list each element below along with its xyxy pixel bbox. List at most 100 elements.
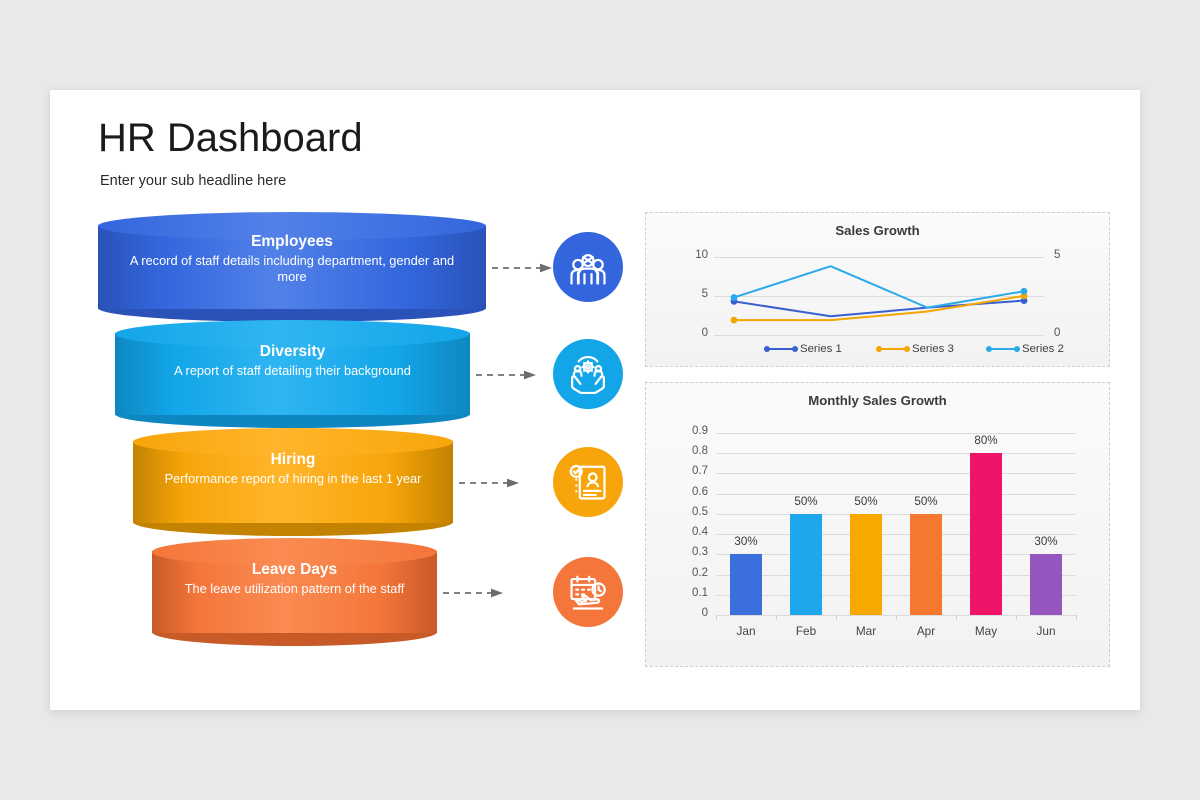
bar-chart-gridline [716,473,1076,475]
line-chart-y-tick-label: 5 [701,287,708,300]
bar-chart-y-tick-label: 0.3 [692,546,708,559]
bar-data-label: 80% [974,434,998,448]
funnel-segment-top-ellipse [133,428,453,456]
bar-feb[interactable] [790,513,822,615]
funnel-diagram: Employees A record of staff details inclu… [50,90,623,710]
bar-data-label: 50% [794,494,818,508]
bar-chart-gridline [716,594,1076,596]
bar-chart-gridline [716,433,1076,434]
line-series-marker [1020,287,1028,295]
bar-chart-y-tick-label: 0.5 [692,505,708,518]
bar-chart-x-tick [776,615,777,620]
legend-dot [876,346,882,352]
bar-chart-x-tick [956,615,957,620]
calendar-travel-icon [568,572,608,612]
bar-chart-x-tick [1076,615,1077,620]
bar-data-label: 30% [1034,535,1058,549]
bar-chart-gridline [716,574,1076,576]
bar-chart-gridline [716,534,1076,536]
line-series-marker [1020,297,1028,304]
line-chart-panel: Sales Growth 0 5 10 0 5 Series 1 Series 3 Serie… [645,212,1110,367]
bar-chart-x-tick [836,615,837,620]
bar-category-label: May [974,624,998,638]
line-series-marker [730,294,738,301]
bar-chart-y-tick-label: 0.4 [692,526,708,539]
line-chart-gridline [714,295,1044,297]
line-series-series-3 [734,294,1025,322]
bar-chart-gridline [716,513,1076,515]
bar-apr[interactable] [910,513,942,615]
bar-chart-gridline [716,554,1076,556]
bar-chart-y-tick-label: 0.6 [692,485,708,498]
legend-dot [764,346,770,352]
legend-label: Series 1 [800,343,842,355]
bar-chart-panel: Monthly Sales Growth 0 0.1 0.2 0.3 0.4 0.5 0.6… [645,382,1110,667]
legend-line-swatch [986,346,1020,352]
bar-chart-x-tick [1016,615,1017,620]
line-chart-y-tick-label: 10 [695,248,708,261]
hands-diversity-icon [568,354,608,394]
bar-chart-title: Monthly Sales Growth [808,393,947,408]
bar-chart-y-tick-label: 0 [701,607,708,619]
legend-line-swatch [876,346,910,352]
funnel-segment-top-ellipse [98,212,486,240]
bar-data-label: 30% [734,535,758,549]
bar-data-label: 50% [854,494,878,508]
page-title: HR Dashboard [98,116,363,160]
bar-chart-x-tick [716,615,717,620]
bar-chart-gridline [716,493,1076,495]
legend-line-swatch [764,346,798,352]
resume-check-icon [568,462,608,502]
line-series-marker [1020,292,1028,300]
bar-category-label: Jun [1036,624,1056,638]
dashed-arrow-right-icon [443,586,509,598]
line-chart-gridline [714,256,1044,258]
bar-chart-y-tick-label: 0.9 [692,425,708,437]
bar-may[interactable] [970,453,1002,615]
funnel-segment-hiring[interactable]: Hiring Performance report of hiring in th… [133,428,453,536]
line-chart-title: Sales Growth [835,223,920,238]
line-chart-secondary-y-tick-label: 5 [1054,248,1061,261]
legend-label: Series 3 [912,343,954,355]
funnel-segment-employees[interactable]: Employees A record of staff details inclu… [98,212,486,322]
line-chart-legend-item[interactable]: Series 3 [876,343,954,355]
icon-badge-employees[interactable] [553,232,623,302]
bar-jan[interactable] [730,554,762,615]
line-chart-legend-item[interactable]: Series 2 [986,343,1064,355]
bar-category-label: Feb [795,624,817,638]
bar-chart-y-tick-label: 0.8 [692,445,708,458]
icon-badge-diversity[interactable] [553,339,623,409]
icon-badge-leave-days[interactable] [553,557,623,627]
icon-badge-hiring[interactable] [553,447,623,517]
line-chart-series-layer [730,265,1028,324]
line-chart-gridline [714,335,1044,336]
funnel-segment-diversity[interactable]: Diversity A report of staff detailing the… [115,320,470,428]
bar-chart-y-tick-label: 0.1 [692,586,708,599]
funnel-segment-leave-days[interactable]: Leave Days The leave utilization pattern … [152,538,437,646]
dashed-arrow-right-icon [459,476,525,488]
line-series-series-2 [733,265,1025,309]
legend-dot [986,346,992,352]
line-chart-legend-item[interactable]: Series 1 [764,343,842,355]
bar-chart-x-tick [896,615,897,620]
slide-canvas: HR Dashboard Enter your sub headline her… [50,90,1140,710]
dashed-arrow-right-icon [476,368,542,380]
bar-chart-y-tick-label: 0.7 [692,465,708,478]
bar-category-label: Jan [736,624,756,638]
bar-chart-y-tick-label: 0.2 [692,566,708,579]
legend-dot [1014,346,1020,352]
people-group-icon [568,247,608,287]
line-chart-y-tick-label: 0 [701,327,708,339]
line-series-marker [730,316,738,324]
bar-jun[interactable] [1030,554,1062,615]
bar-category-label: Apr [916,624,936,638]
bar-category-label: Mar [855,624,877,638]
funnel-segment-top-ellipse [152,538,437,566]
legend-label: Series 2 [1022,343,1064,355]
legend-dot [904,346,910,352]
bar-data-label: 50% [914,494,938,508]
line-chart-secondary-y-tick-label: 0 [1054,327,1061,339]
bar-mar[interactable] [850,513,882,615]
page-subtitle: Enter your sub headline here [100,173,287,189]
funnel-segment-top-ellipse [115,320,470,348]
